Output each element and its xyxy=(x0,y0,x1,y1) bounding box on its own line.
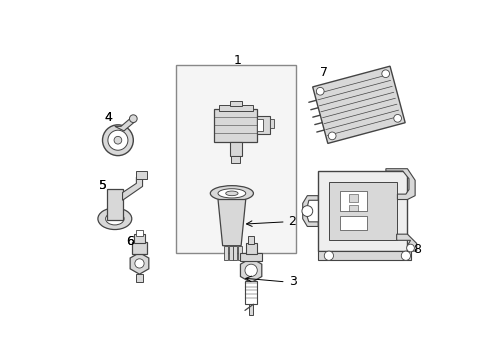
Polygon shape xyxy=(397,234,416,251)
Text: 3: 3 xyxy=(290,275,297,288)
Text: 1: 1 xyxy=(234,54,242,67)
Bar xyxy=(224,246,228,260)
Polygon shape xyxy=(130,253,149,274)
Polygon shape xyxy=(303,195,318,226)
Bar xyxy=(231,156,240,163)
Bar xyxy=(313,66,405,143)
Polygon shape xyxy=(241,258,262,283)
Bar xyxy=(249,304,253,315)
Text: 4: 4 xyxy=(105,111,113,123)
Polygon shape xyxy=(386,169,415,199)
Bar xyxy=(238,246,242,260)
Ellipse shape xyxy=(102,125,133,156)
Ellipse shape xyxy=(218,189,246,198)
Bar xyxy=(107,189,122,220)
Ellipse shape xyxy=(114,136,122,144)
Bar xyxy=(248,237,254,244)
Bar xyxy=(233,246,237,260)
Text: 8: 8 xyxy=(413,243,421,256)
Polygon shape xyxy=(218,199,245,246)
Polygon shape xyxy=(115,117,135,131)
Ellipse shape xyxy=(401,251,411,260)
Text: 5: 5 xyxy=(98,179,106,192)
Bar xyxy=(340,216,368,230)
Bar xyxy=(257,116,270,134)
Text: 5: 5 xyxy=(98,179,106,192)
Ellipse shape xyxy=(108,130,128,150)
Text: 6: 6 xyxy=(126,235,134,248)
Bar xyxy=(245,281,257,304)
Bar xyxy=(318,251,411,260)
Ellipse shape xyxy=(226,191,238,195)
Bar xyxy=(349,205,358,211)
Polygon shape xyxy=(122,177,143,200)
Bar xyxy=(176,65,296,253)
Ellipse shape xyxy=(382,70,390,77)
Bar xyxy=(136,171,147,179)
Ellipse shape xyxy=(105,213,124,225)
Text: 4: 4 xyxy=(105,111,113,123)
Ellipse shape xyxy=(317,87,324,95)
Bar xyxy=(132,242,147,254)
Bar xyxy=(229,101,242,105)
Bar xyxy=(329,182,397,240)
Text: 6: 6 xyxy=(126,235,134,248)
Bar xyxy=(349,194,358,202)
Ellipse shape xyxy=(135,259,144,268)
Bar xyxy=(134,234,145,243)
Ellipse shape xyxy=(129,115,137,122)
Bar xyxy=(219,105,253,111)
Bar xyxy=(257,119,264,131)
Ellipse shape xyxy=(324,251,334,260)
Bar xyxy=(245,243,256,254)
Bar xyxy=(318,171,408,251)
Bar xyxy=(229,246,233,260)
Bar xyxy=(229,142,242,156)
Ellipse shape xyxy=(394,114,401,122)
Ellipse shape xyxy=(210,186,253,201)
Bar xyxy=(136,274,143,282)
Bar xyxy=(270,119,274,128)
Ellipse shape xyxy=(302,206,313,216)
Bar xyxy=(240,253,262,261)
Text: 2: 2 xyxy=(288,215,296,228)
Ellipse shape xyxy=(328,132,336,140)
Ellipse shape xyxy=(407,244,415,252)
Bar xyxy=(340,191,368,211)
Text: 7: 7 xyxy=(320,66,328,79)
Ellipse shape xyxy=(245,264,257,276)
Bar xyxy=(214,109,257,142)
Bar xyxy=(136,230,143,236)
Ellipse shape xyxy=(98,208,132,230)
